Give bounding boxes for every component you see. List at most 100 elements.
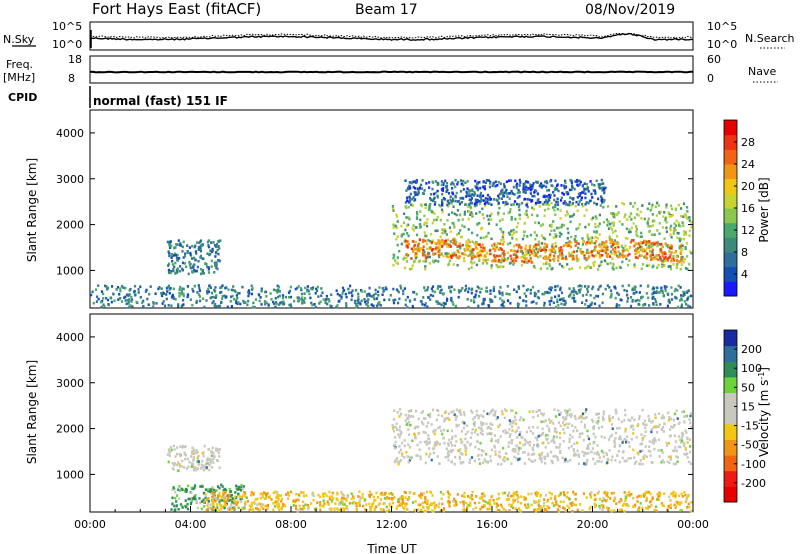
velocity-cell: [491, 494, 494, 498]
power-cell: [430, 210, 433, 213]
velocity-cell: [292, 504, 295, 507]
power-cell: [418, 238, 422, 242]
power-cell: [415, 217, 419, 220]
power-cell: [211, 249, 214, 253]
power-cell: [489, 180, 492, 184]
freq-label: Freq.: [6, 58, 33, 71]
power-cell: [113, 299, 116, 303]
velocity-cell: [570, 445, 573, 448]
power-cell: [205, 299, 208, 302]
power-cell: [277, 289, 280, 292]
power-cell: [123, 296, 126, 299]
velocity-cell: [215, 503, 219, 506]
velocity-cell: [205, 509, 208, 512]
velocity-cell: [317, 493, 320, 497]
velocity-cell: [627, 504, 630, 508]
power-cell: [559, 298, 562, 302]
power-cell: [591, 241, 594, 245]
velocity-cell: [191, 462, 195, 466]
power-cell: [402, 257, 405, 261]
power-cell: [603, 241, 606, 245]
velocity-cell: [208, 506, 211, 510]
power-cell: [467, 267, 470, 271]
power-cell: [335, 289, 338, 292]
power-cell: [563, 200, 566, 203]
velocity-cell: [427, 506, 430, 509]
velocity-cell: [250, 501, 253, 505]
velocity-cell: [341, 493, 344, 496]
power-cell: [338, 294, 341, 297]
power-cell: [683, 290, 686, 294]
power-cell: [473, 261, 476, 264]
power-cell: [598, 183, 601, 187]
power-cell: [407, 234, 410, 238]
velocity-cell: [581, 450, 584, 454]
power-colorbar-swatch: [724, 237, 737, 253]
power-cell: [526, 188, 529, 191]
velocity-cell: [392, 429, 395, 433]
power-cell: [281, 296, 285, 300]
power-cell: [653, 233, 656, 237]
velocity-cell: [173, 448, 176, 451]
velocity-cell: [328, 507, 331, 511]
velocity-cell: [552, 455, 555, 458]
power-cell: [625, 227, 628, 231]
time-axis-tick-label: 16:00: [476, 518, 508, 531]
velocity-cell: [582, 492, 585, 495]
velocity-cell: [585, 416, 588, 419]
power-cell: [580, 285, 583, 288]
power-cell: [486, 214, 489, 218]
power-cell: [148, 292, 151, 296]
power-cell: [526, 186, 529, 190]
power-cell: [449, 245, 452, 248]
velocity-cell: [608, 414, 611, 418]
power-cell: [411, 304, 414, 308]
power-cell: [467, 238, 470, 242]
power-cell: [444, 229, 447, 233]
velocity-cell: [210, 454, 213, 458]
velocity-cell: [168, 451, 171, 454]
power-cell: [432, 248, 435, 251]
velocity-cell: [657, 425, 660, 428]
velocity-cell: [438, 502, 441, 505]
velocity-cell: [424, 500, 427, 504]
power-cell: [452, 238, 455, 242]
power-cell: [490, 237, 493, 241]
velocity-cell: [487, 507, 490, 511]
power-cell: [470, 254, 473, 258]
velocity-cell: [261, 503, 265, 506]
velocity-cell: [517, 507, 521, 510]
velocity-cell: [328, 490, 331, 494]
power-cell: [685, 213, 688, 217]
velocity-cell: [302, 504, 305, 508]
velocity-cell: [477, 453, 480, 457]
velocity-cell: [577, 462, 580, 466]
power-cell: [609, 238, 612, 242]
velocity-cell: [515, 411, 518, 415]
velocity-cell: [178, 462, 181, 466]
power-cell: [595, 202, 598, 206]
velocity-cell: [571, 509, 574, 513]
power-cell: [499, 297, 502, 300]
power-cell: [448, 243, 451, 247]
power-cell: [687, 289, 690, 292]
velocity-cell: [545, 437, 548, 441]
power-cell: [492, 247, 495, 250]
velocity-cell: [394, 436, 397, 439]
velocity-cell: [229, 506, 232, 509]
velocity-cell: [436, 441, 439, 445]
velocity-cell: [459, 461, 462, 464]
power-cell: [511, 257, 514, 260]
velocity-cell: [515, 429, 518, 432]
power-cell: [499, 259, 502, 263]
power-cell: [425, 256, 428, 259]
velocity-cell: [490, 409, 493, 412]
velocity-cell: [398, 460, 401, 463]
power-cell: [585, 201, 588, 204]
velocity-cell: [496, 462, 500, 466]
power-cell: [546, 200, 549, 204]
power-cell: [531, 194, 534, 198]
power-cell: [388, 298, 391, 301]
velocity-cell: [469, 442, 472, 446]
velocity-cell: [450, 410, 453, 414]
